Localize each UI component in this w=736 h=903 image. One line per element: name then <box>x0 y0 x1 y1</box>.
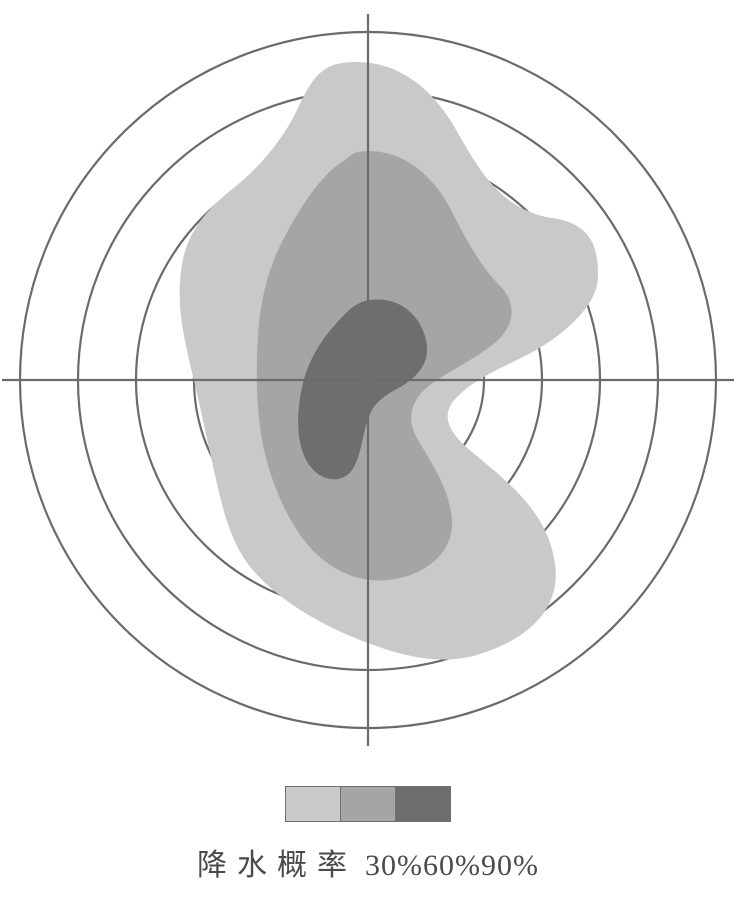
legend-swatch-60 <box>341 787 396 821</box>
polar-contour-chart <box>0 0 736 760</box>
legend-text-row: 降水概率30%60%90% <box>0 840 736 884</box>
probability-contours <box>180 62 598 660</box>
legend-swatch-90 <box>396 787 450 821</box>
legend-swatch-30 <box>286 787 341 821</box>
legend: 降水概率30%60%90% <box>0 786 736 884</box>
legend-label: 降水概率 <box>197 849 357 882</box>
legend-values: 30%60%90% <box>365 849 539 882</box>
crosshair-axes <box>2 14 734 746</box>
legend-swatches <box>285 786 451 822</box>
